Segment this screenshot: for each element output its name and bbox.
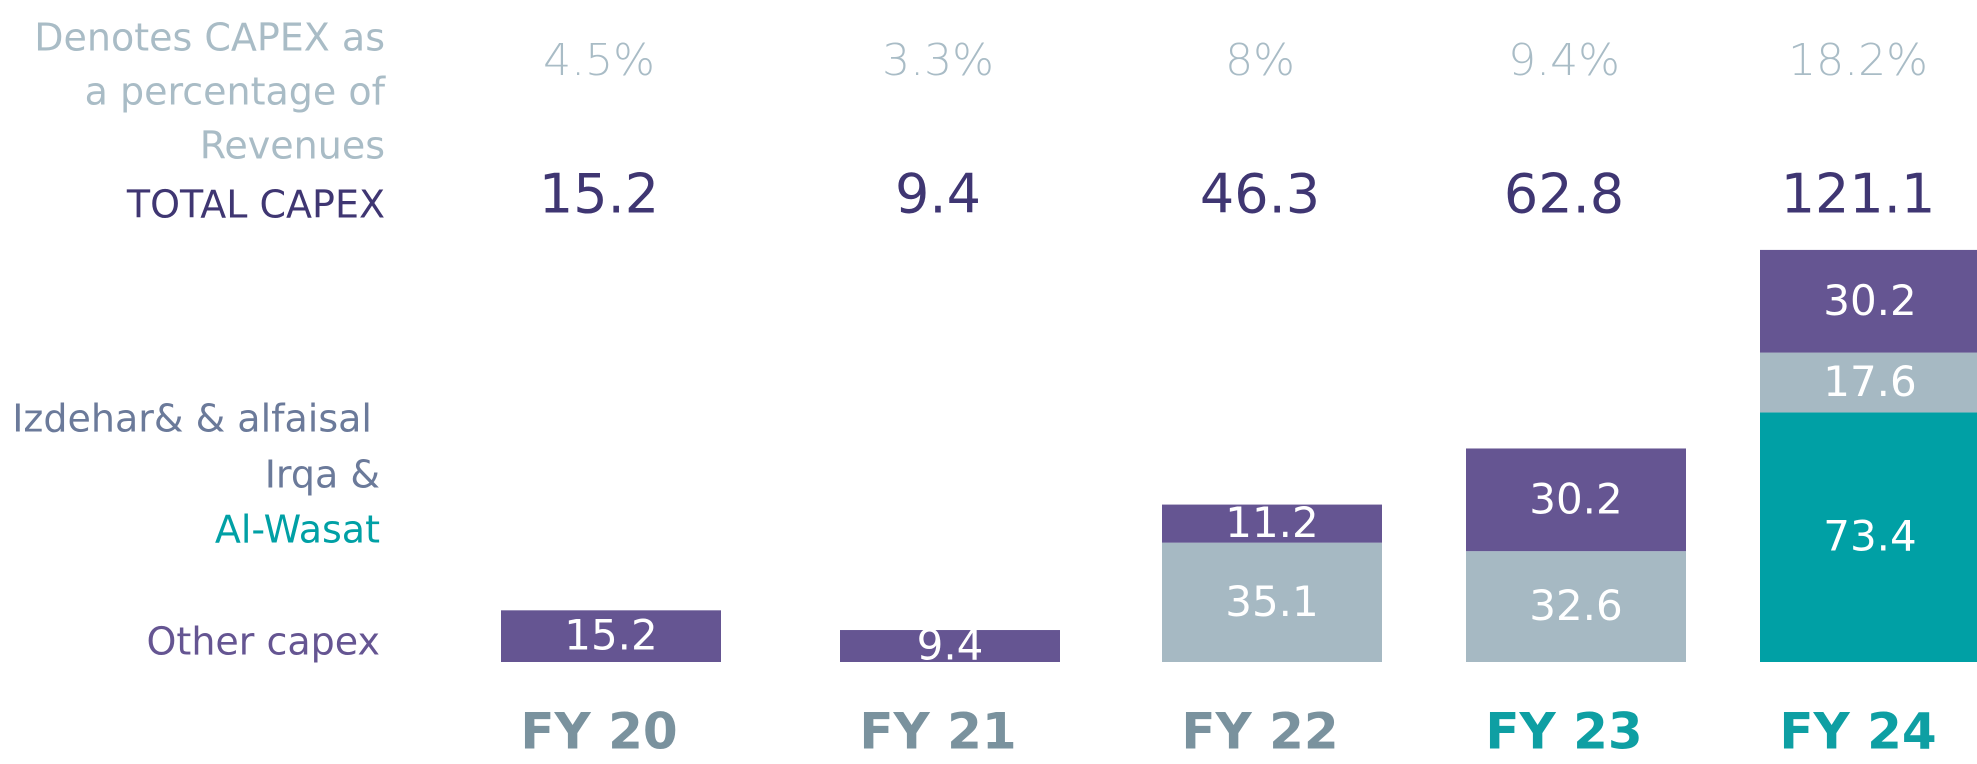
x-tick-label: FY 21 [859,703,1016,761]
capex-pct: 18.2% [1788,35,1928,86]
segment-label: 35.1 [1225,577,1319,626]
total-row-label: TOTAL CAPEX [126,183,385,227]
total-capex: 62.8 [1504,163,1624,226]
segment-label: 32.6 [1529,581,1623,630]
bar-segment [1466,448,1686,552]
segment-label: 30.2 [1529,474,1623,523]
total-capex: 46.3 [1200,163,1320,226]
x-tick-label: FY 24 [1779,703,1936,761]
capex-pct: 4.5% [543,35,655,86]
legend-entry: Other capex [147,620,380,664]
bar-segment [840,630,1060,662]
pct-row-label: Revenues [200,124,385,168]
segment-label: 9.4 [917,621,984,670]
legend-note: Izdehar& & alfaisal [12,397,372,441]
capex-pct: 8% [1225,35,1295,86]
total-capex: 15.2 [539,163,659,226]
segment-label: 15.2 [564,611,658,660]
bar-segment [1760,412,1977,662]
pct-row-label: Denotes CAPEX as [34,16,385,60]
segment-label: 17.6 [1823,357,1917,406]
total-capex: 121.1 [1781,163,1936,226]
bar-segment [1466,551,1686,662]
bar-segment [1162,542,1382,662]
bar-segment [1162,504,1382,543]
segment-label: 30.2 [1823,276,1917,325]
capex-pct: 3.3% [882,35,994,86]
pct-row-label: a percentage of [85,70,387,114]
bar-segment [1760,249,1977,353]
capex-pct: 9.4% [1508,35,1620,86]
segment-label: 11.2 [1225,498,1319,547]
bar-segment [1760,352,1977,413]
segment-label: 73.4 [1823,512,1917,561]
x-tick-label: FY 20 [520,703,677,761]
total-capex: 9.4 [895,163,981,226]
legend-entry: Al-Wasat [215,508,380,552]
x-tick-label: FY 22 [1181,703,1338,761]
legend-entry: Irqa & [265,453,380,497]
bar-segment [501,610,721,662]
x-tick-label: FY 23 [1485,703,1642,761]
